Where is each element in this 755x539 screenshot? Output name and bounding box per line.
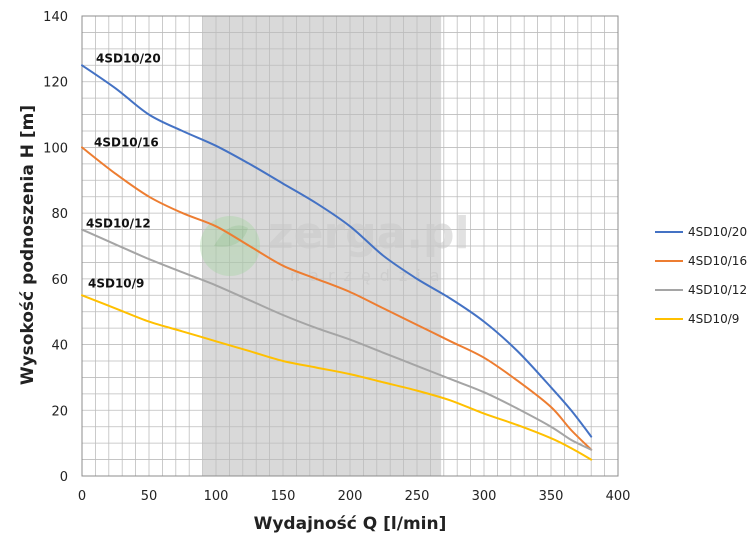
y-tick-label: 140 (43, 10, 68, 25)
legend-label: 4SD10/12 (688, 283, 747, 297)
y-tick-label: 40 (51, 339, 68, 354)
x-tick-label: 200 (338, 489, 363, 504)
x-tick-label: 0 (78, 489, 86, 504)
tick-labels: 0 50 100 150 200 250 300 350 400 0 20 40 60 80 100 120 1… (43, 10, 630, 504)
y-tick-label: 100 (43, 141, 68, 156)
watermark-sub-text: narzędzia (290, 266, 449, 285)
legend: 4SD10/20 4SD10/16 4SD10/12 4SD10/9 (655, 225, 747, 326)
watermark-logo: zerga.pl narzędzia (200, 208, 470, 285)
y-tick-label: 60 (51, 273, 68, 288)
legend-label: 4SD10/16 (688, 254, 747, 268)
y-axis-title: Wysokość podnoszenia H [m] (18, 105, 38, 385)
y-tick-label: 120 (43, 76, 68, 91)
x-tick-label: 150 (271, 489, 296, 504)
y-tick-label: 80 (51, 207, 68, 222)
y-tick-label: 0 (60, 470, 68, 485)
series-lines (81, 64, 593, 461)
legend-label: 4SD10/9 (688, 312, 739, 326)
y-tick-label: 20 (51, 404, 68, 419)
series-label: 4SD10/16 (94, 135, 159, 149)
x-axis-title: Wydajność Q [l/min] (254, 514, 447, 534)
legend-label: 4SD10/20 (688, 225, 747, 239)
series-line-4sd10-9 (81, 294, 593, 461)
series-label: 4SD10/12 (86, 217, 151, 231)
grid (81, 15, 619, 477)
series-labels: 4SD10/20 4SD10/16 4SD10/12 4SD10/9 (86, 51, 161, 290)
x-tick-label: 100 (204, 489, 229, 504)
x-tick-label: 250 (405, 489, 430, 504)
series-label: 4SD10/20 (96, 51, 161, 65)
x-tick-label: 50 (141, 489, 158, 504)
watermark-main-text: zerga.pl (268, 208, 470, 259)
series-line-4sd10-20 (81, 64, 593, 438)
series-line-4sd10-16 (81, 146, 593, 451)
series-line-4sd10-12 (81, 228, 593, 451)
x-tick-label: 350 (539, 489, 564, 504)
series-label: 4SD10/9 (88, 276, 144, 290)
watermark-leaf-icon (200, 216, 260, 276)
plot-frame (81, 15, 619, 477)
x-tick-label: 300 (472, 489, 497, 504)
axes (81, 15, 619, 477)
x-tick-label: 400 (606, 489, 631, 504)
